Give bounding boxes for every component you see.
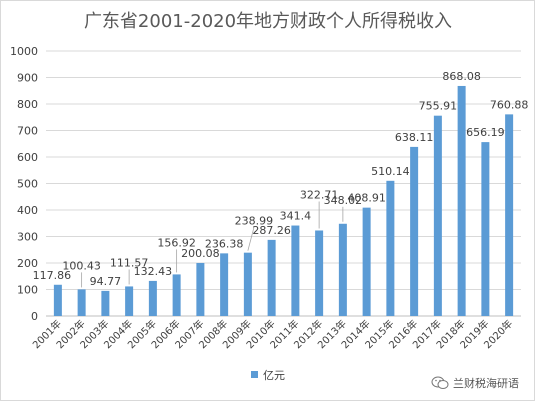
- chart-title: 广东省2001-2020年地方财政个人所得税收入: [84, 11, 452, 32]
- y-tick-label: 500: [17, 178, 38, 191]
- bar: [125, 286, 134, 316]
- bar: [410, 146, 419, 316]
- bar: [291, 225, 300, 316]
- data-label: 100.43: [62, 259, 101, 272]
- y-tick-label: 600: [17, 151, 38, 164]
- data-label: 111.57: [110, 256, 149, 269]
- y-tick-label: 800: [17, 98, 38, 111]
- bar: [267, 239, 276, 316]
- data-label: 638.11: [395, 131, 434, 144]
- bar: [386, 180, 395, 316]
- bar: [315, 230, 324, 316]
- bar: [433, 115, 442, 316]
- bar: [148, 280, 157, 316]
- data-label: 656.19: [466, 126, 505, 139]
- data-label-leader: [247, 227, 255, 251]
- y-tick-label: 300: [17, 231, 38, 244]
- data-label: 348.02: [324, 194, 363, 207]
- bar: [172, 274, 181, 316]
- y-tick-label: 0: [31, 310, 38, 323]
- y-tick-label: 1000: [10, 45, 38, 58]
- data-label: 510.14: [371, 165, 410, 178]
- data-label: 94.77: [90, 275, 122, 288]
- bar: [457, 85, 466, 316]
- watermark: 兰财税海研语: [428, 374, 522, 392]
- bar: [220, 253, 229, 316]
- y-tick-label: 700: [17, 125, 38, 138]
- bar: [77, 289, 86, 316]
- data-label: 322.71: [300, 188, 339, 201]
- bar: [243, 252, 252, 316]
- legend-label: 亿元: [263, 369, 285, 382]
- data-label: 117.86: [33, 269, 72, 282]
- bar: [338, 223, 347, 316]
- bar: [53, 284, 62, 316]
- data-label: 408.91: [347, 192, 386, 205]
- bar: [101, 290, 110, 316]
- y-tick-label: 100: [17, 284, 38, 297]
- bar: [362, 207, 371, 316]
- y-tick-label: 400: [17, 204, 38, 217]
- data-label: 200.08: [181, 247, 220, 260]
- bar: [505, 114, 514, 317]
- data-label: 755.91: [419, 100, 458, 113]
- data-label: 341.4: [280, 210, 312, 223]
- legend-swatch: [251, 371, 258, 378]
- bar: [481, 142, 490, 316]
- bar: [196, 262, 205, 316]
- watermark-text: 兰财税海研语: [453, 377, 519, 390]
- y-tick-label: 200: [17, 257, 38, 270]
- data-label: 132.43: [134, 265, 173, 278]
- wechat-icon: [431, 376, 449, 389]
- data-label: 868.08: [442, 70, 481, 83]
- data-label: 156.92: [157, 236, 196, 249]
- data-label: 760.88: [490, 98, 529, 111]
- data-label: 236.38: [205, 237, 244, 250]
- y-tick-label: 900: [17, 72, 38, 85]
- data-label: 238.99: [235, 215, 274, 228]
- data-label: 287.26: [252, 224, 291, 237]
